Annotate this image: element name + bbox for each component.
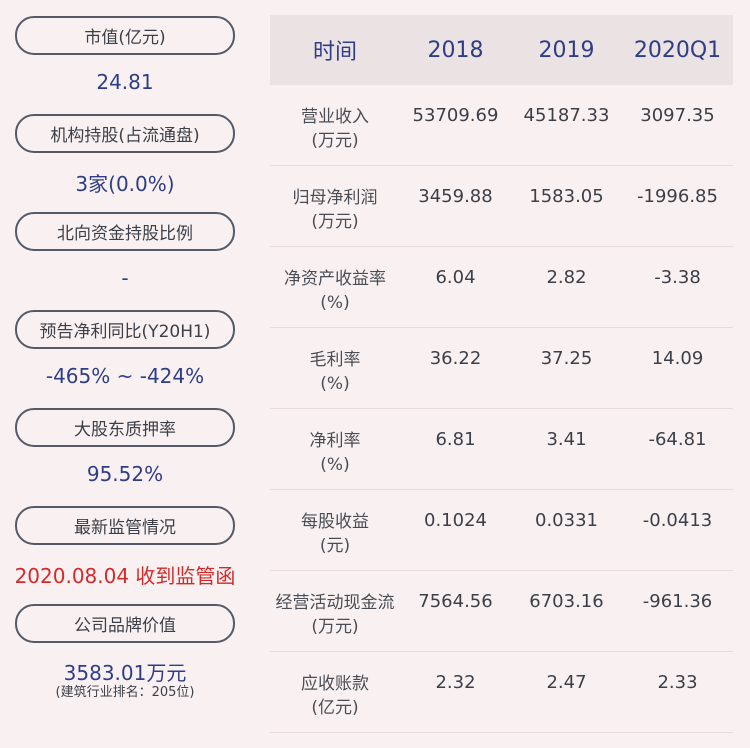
brand-rank-note: (建筑行业排名：205位) [55, 685, 195, 700]
table-row: 应收账款 (亿元) 2.32 2.47 2.33 [270, 652, 733, 733]
row-value: -3.38 [654, 267, 701, 288]
row-value: 7564.56 [418, 591, 493, 612]
row-label-name: 净资产收益率 [284, 269, 386, 289]
table-header: 时间 2018 2019 2020Q1 [270, 15, 733, 85]
table-body: 营业收入 (万元) 53709.69 45187.33 3097.35 归母净利润 (万元)… [270, 85, 733, 733]
row-value: 14.09 [651, 348, 704, 369]
row-value: 3097.35 [640, 105, 715, 126]
regulation-label: 最新监管情况 [74, 518, 176, 538]
institution-holding-value: 3家(0.0%) [75, 172, 175, 196]
table-row: 营业收入 (万元) 53709.69 45187.33 3097.35 [270, 85, 733, 166]
row-label: 毛利率 (%) [270, 328, 400, 408]
row-label-name: 经营活动现金流 [275, 593, 395, 613]
row-label-name: 毛利率 [309, 350, 361, 370]
institution-holding-pill: 机构持股(占流通盘) [15, 114, 235, 153]
row-value: 6.81 [435, 429, 476, 450]
market-cap-label: 市值(亿元) [84, 28, 166, 48]
row-value: 37.25 [540, 348, 593, 369]
row-value: 0.1024 [424, 510, 487, 531]
row-value: 2.32 [435, 672, 476, 693]
table-row: 毛利率 (%) 36.22 37.25 14.09 [270, 328, 733, 409]
table-row: 净资产收益率 (%) 6.04 2.82 -3.38 [270, 247, 733, 328]
header-time: 时间 [312, 40, 357, 65]
row-value: 6.04 [435, 267, 476, 288]
table-row: 归母净利润 (万元) 3459.88 1583.05 -1996.85 [270, 166, 733, 247]
row-value: 2.82 [546, 267, 587, 288]
row-label: 净利率 (%) [270, 409, 400, 489]
table-row: 经营活动现金流 (万元) 7564.56 6703.16 -961.36 [270, 571, 733, 652]
pledge-ratio-label: 大股东质押率 [74, 420, 176, 440]
row-label-unit: (%) [320, 374, 350, 394]
row-value: -64.81 [648, 429, 707, 450]
pledge-ratio-pill: 大股东质押率 [15, 408, 235, 447]
row-label: 净资产收益率 (%) [270, 247, 400, 327]
row-value: 0.0331 [535, 510, 598, 531]
row-label-name: 每股收益 [301, 512, 369, 532]
row-label-unit: (万元) [311, 212, 359, 232]
row-value: -0.0413 [642, 510, 713, 531]
row-label: 应收账款 (亿元) [270, 652, 400, 732]
row-label: 归母净利润 (万元) [270, 166, 400, 246]
row-label: 营业收入 (万元) [270, 85, 400, 165]
row-label-name: 营业收入 [301, 107, 369, 127]
header-2019: 2019 [538, 37, 595, 63]
row-label: 每股收益 (元) [270, 490, 400, 570]
row-value: 2.47 [546, 672, 587, 693]
table-row: 每股收益 (元) 0.1024 0.0331 -0.0413 [270, 490, 733, 571]
row-label-name: 归母净利润 [292, 188, 378, 208]
row-label-unit: (万元) [311, 617, 359, 637]
header-2020q1: 2020Q1 [633, 37, 722, 63]
row-value: 6703.16 [529, 591, 604, 612]
regulation-pill: 最新监管情况 [15, 506, 235, 545]
forecast-profit-label: 预告净利同比(Y20H1) [39, 322, 211, 342]
northbound-label: 北向资金持股比例 [57, 224, 193, 244]
pledge-ratio-value: 95.52% [86, 462, 164, 486]
row-label-name: 净利率 [309, 431, 361, 451]
row-value: 3.41 [546, 429, 587, 450]
forecast-profit-pill: 预告净利同比(Y20H1) [15, 310, 235, 349]
northbound-value: - [121, 266, 129, 290]
regulation-value: 2020.08.04 收到监管函 [14, 564, 236, 588]
financial-table: 时间 2018 2019 2020Q1 营业收入 (万元) 53709.69 4518… [270, 15, 733, 733]
left-panel: 市值(亿元) 24.81 机构持股(占流通盘) 3家(0.0%) 北向资金持股比… [0, 0, 250, 748]
institution-holding-label: 机构持股(占流通盘) [50, 126, 200, 146]
market-cap-value: 24.81 [96, 70, 154, 94]
row-value: 53709.69 [412, 105, 499, 126]
row-value: -1996.85 [637, 186, 718, 207]
row-value: 3459.88 [418, 186, 493, 207]
brand-value-label: 公司品牌价值 [74, 616, 176, 636]
row-label-unit: (%) [320, 455, 350, 475]
row-label-unit: (万元) [311, 131, 359, 151]
brand-value-pill: 公司品牌价值 [15, 604, 235, 643]
row-label-unit: (%) [320, 293, 350, 313]
forecast-profit-value: -465% ~ -424% [45, 364, 205, 388]
row-value: 2.33 [657, 672, 698, 693]
row-label-name: 应收账款 [301, 674, 369, 694]
header-2018: 2018 [427, 37, 484, 63]
row-value: 45187.33 [523, 105, 610, 126]
row-value: -961.36 [642, 591, 713, 612]
row-label: 经营活动现金流 (万元) [270, 571, 400, 651]
brand-value-value: 3583.01万元 [63, 661, 187, 685]
table-row: 净利率 (%) 6.81 3.41 -64.81 [270, 409, 733, 490]
northbound-pill: 北向资金持股比例 [15, 212, 235, 251]
row-value: 36.22 [429, 348, 482, 369]
market-cap-pill: 市值(亿元) [15, 16, 235, 55]
row-label-unit: (元) [319, 536, 351, 556]
row-value: 1583.05 [529, 186, 604, 207]
row-label-unit: (亿元) [311, 698, 359, 718]
